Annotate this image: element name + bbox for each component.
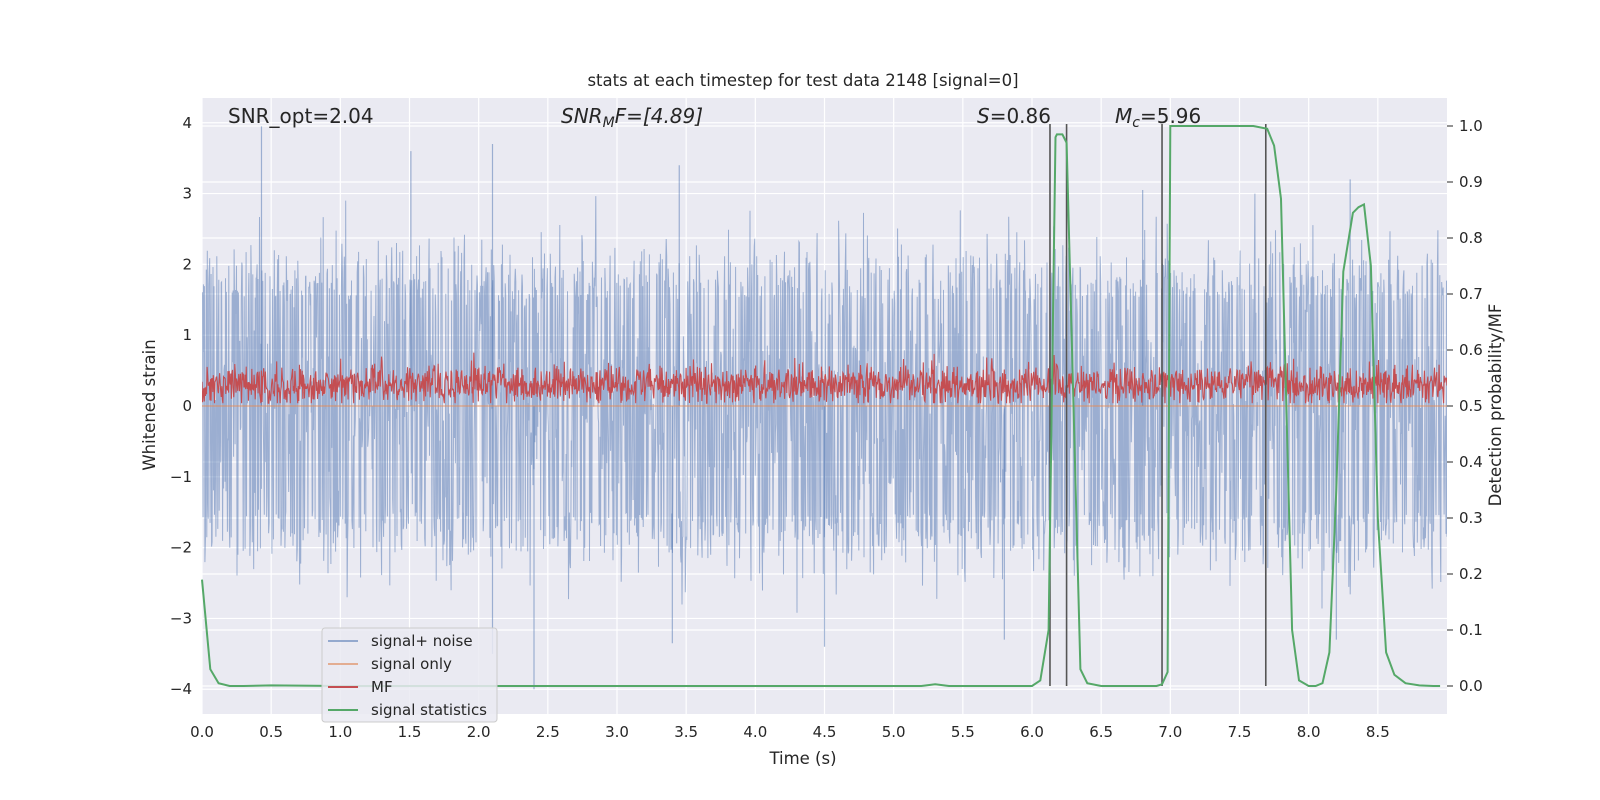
- annotation-snr-opt: SNR_opt=2.04: [228, 104, 374, 128]
- annotation-mc: Mc=5.96: [1115, 104, 1201, 131]
- y-tick-label: −3: [170, 609, 192, 627]
- legend-label-signal-plus-noise: signal+ noise: [371, 632, 473, 650]
- series-signal-statistics: [201, 125, 1441, 687]
- y-right-tick-label: 0.7: [1459, 285, 1483, 303]
- annotation-snr-mf-main: SNR: [561, 104, 603, 128]
- y-right-tick-label: 0.1: [1459, 621, 1483, 639]
- mf-line: [202, 352, 1447, 404]
- y-right-tick-label: 0.5: [1459, 397, 1483, 415]
- chart-title: stats at each timestep for test data 214…: [587, 71, 1018, 90]
- y-tick-label: 3: [182, 185, 192, 203]
- y-tick-label: 0: [182, 397, 192, 415]
- y-axis-right-ticks: 1.0 0.9 0.8 0.7 0.6 0.5 0.4 0.3 0.2 0.1 0.0: [1447, 117, 1483, 695]
- legend-label-signal-statistics: signal statistics: [371, 701, 487, 719]
- annotation-s: S=0.86: [977, 104, 1051, 128]
- x-tick-label: 5.5: [951, 723, 975, 741]
- x-tick-label: 0.5: [259, 723, 283, 741]
- annotation-mc-sub: c: [1132, 115, 1140, 131]
- annotation-s-rest: =0.86: [990, 104, 1051, 128]
- x-tick-label: 2.0: [467, 723, 491, 741]
- x-tick-label: 7.5: [1228, 723, 1252, 741]
- y-right-tick-label: 0.2: [1459, 565, 1483, 583]
- annotation-s-main: S: [977, 104, 990, 128]
- y-right-tick-label: 0.8: [1459, 229, 1483, 247]
- x-tick-label: 7.0: [1158, 723, 1182, 741]
- y-right-tick-label: 0.0: [1459, 677, 1483, 695]
- x-tick-label: 8.5: [1366, 723, 1390, 741]
- y-tick-label: 1: [182, 326, 192, 344]
- series-signal-plus-noise: [202, 126, 1447, 690]
- x-tick-label: 3.5: [674, 723, 698, 741]
- y-right-tick-label: 0.9: [1459, 173, 1483, 191]
- y-tick-label: 4: [182, 114, 192, 132]
- signal-statistics-line: [201, 125, 1441, 687]
- y-right-tick-label: 1.0: [1459, 117, 1483, 135]
- x-tick-label: 0.0: [190, 723, 214, 741]
- annotation-mc-main: M: [1115, 104, 1132, 128]
- series-mf: [202, 352, 1447, 404]
- x-tick-label: 6.0: [1020, 723, 1044, 741]
- y-tick-label: 2: [182, 255, 192, 273]
- annotation-snr-mf: SNRMF=[4.89]: [561, 104, 703, 131]
- legend-label-signal-only: signal only: [371, 655, 452, 673]
- x-axis-ticks: 0.0 0.5 1.0 1.5 2.0 2.5 3.0 3.5 4.0 4.5 5.0 5.5 6.0 6…: [190, 723, 1390, 741]
- annotation-mc-rest: =5.96: [1140, 104, 1201, 128]
- x-tick-label: 3.0: [605, 723, 629, 741]
- y-right-tick-label: 0.4: [1459, 453, 1483, 471]
- x-tick-label: 6.5: [1089, 723, 1113, 741]
- y-tick-label: −2: [170, 539, 192, 557]
- y-axis-title: Whitened strain: [140, 339, 159, 470]
- y-tick-label: −4: [170, 680, 192, 698]
- legend-label-mf: MF: [371, 678, 393, 696]
- x-axis-title: Time (s): [768, 749, 836, 768]
- legend-box: [321, 627, 498, 723]
- x-tick-label: 4.0: [743, 723, 767, 741]
- x-tick-label: 5.0: [882, 723, 906, 741]
- y-right-tick-label: 0.3: [1459, 509, 1483, 527]
- x-tick-label: 1.0: [328, 723, 352, 741]
- annotation-snr-mf-rest: F=[4.89]: [615, 104, 703, 128]
- x-tick-label: 8.0: [1297, 723, 1321, 741]
- y-right-tick-label: 0.6: [1459, 341, 1483, 359]
- x-tick-label: 4.5: [813, 723, 837, 741]
- x-tick-label: 2.5: [536, 723, 560, 741]
- y-axis-ticks: 4 3 2 1 0 −1 −2 −3 −4: [170, 114, 192, 698]
- y-axis-right-title: Detection probability/MF: [1486, 304, 1505, 507]
- legend: signal+ noise signal only MF signal stat…: [321, 627, 498, 723]
- x-tick-label: 1.5: [398, 723, 422, 741]
- annotation-snr-mf-sub: M: [603, 115, 615, 131]
- y-tick-label: −1: [170, 468, 192, 486]
